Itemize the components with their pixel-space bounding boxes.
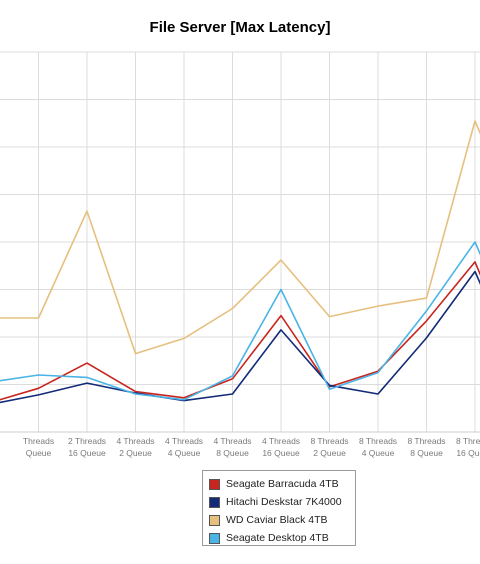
legend-swatch: [209, 514, 220, 526]
x-tick-label: 8 Queue: [410, 448, 443, 458]
x-tick-label: 4 Threads: [165, 436, 203, 446]
legend-swatch: [209, 478, 220, 490]
x-tick-label: 4 Threads: [116, 436, 154, 446]
legend-item: Seagate Desktop 4TB: [209, 529, 355, 547]
legend-label: WD Caviar Black 4TB: [226, 514, 328, 526]
x-tick-label: 8 Threads: [407, 436, 445, 446]
x-axis-tick-labels: Threads Queue 2 Threads 16 Queue 4 Threads 2 …: [23, 436, 480, 458]
x-tick-label: 8 Queue: [216, 448, 249, 458]
x-tick-label: Threads: [23, 436, 54, 446]
legend-item: Hitachi Deskstar 7K4000: [209, 493, 355, 511]
series-line: [0, 120, 480, 355]
x-tick-label: 2 Queue: [119, 448, 152, 458]
x-tick-label: 8 Threads: [456, 436, 480, 446]
legend-swatch: [209, 532, 220, 544]
gridlines: [0, 51, 480, 433]
legend-item: Seagate Barracuda 4TB: [209, 475, 355, 493]
legend-label: Seagate Barracuda 4TB: [226, 478, 339, 490]
legend-label: Hitachi Deskstar 7K4000: [226, 496, 342, 508]
x-tick-label: 16 Queue: [262, 448, 300, 458]
legend: Seagate Barracuda 4TB Hitachi Deskstar 7…: [202, 470, 356, 546]
legend-swatch: [209, 496, 220, 508]
x-tick-label: 4 Threads: [262, 436, 300, 446]
x-tick-label: 4 Queue: [168, 448, 201, 458]
x-tick-label: 2 Queue: [313, 448, 346, 458]
x-tick-label: Queue: [26, 448, 52, 458]
x-tick-label: 4 Queue: [362, 448, 395, 458]
x-tick-label: 8 Threads: [359, 436, 397, 446]
x-tick-label: 2 Threads: [68, 436, 106, 446]
line-chart: Threads Queue 2 Threads 16 Queue 4 Threads 2 …: [0, 51, 480, 458]
series-lines: [0, 120, 480, 404]
legend-label: Seagate Desktop 4TB: [226, 532, 329, 544]
chart-title: File Server [Max Latency]: [149, 19, 331, 36]
legend-item: WD Caviar Black 4TB: [209, 511, 355, 529]
series-line: [0, 270, 480, 404]
x-tick-label: 8 Threads: [310, 436, 348, 446]
x-tick-label: 16 Queue: [456, 448, 480, 458]
series-line: [0, 241, 480, 401]
x-tick-label: 4 Threads: [213, 436, 251, 446]
x-tick-label: 16 Queue: [68, 448, 106, 458]
series-line: [0, 261, 480, 401]
